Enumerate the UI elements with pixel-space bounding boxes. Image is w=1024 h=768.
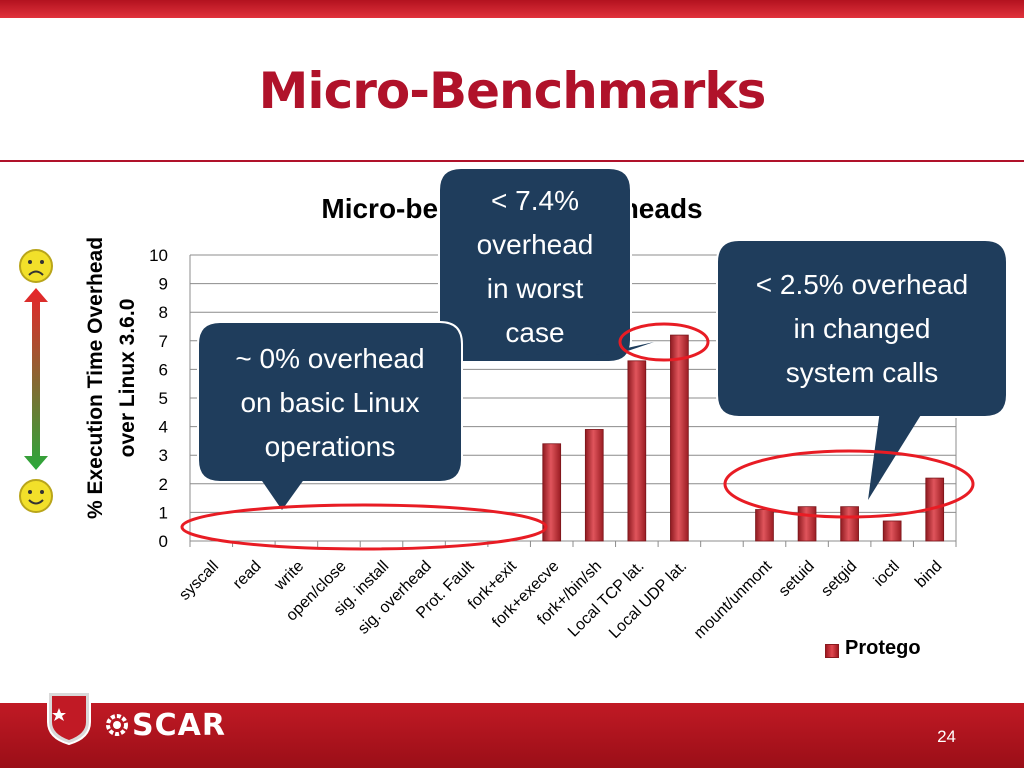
callout-basic-ops-text-line: on basic Linux bbox=[240, 387, 419, 418]
callout-worst-case-text-line: case bbox=[505, 317, 564, 348]
bar bbox=[670, 334, 689, 542]
callout-worst-case-text-line: in worst bbox=[487, 273, 584, 304]
sad-face-icon bbox=[19, 249, 53, 283]
callout-changed-calls-box bbox=[716, 239, 1008, 418]
x-tick-label: ioctl bbox=[871, 558, 903, 590]
legend-swatch bbox=[825, 644, 839, 658]
callout-changed-calls: < 2.5% overhead in changed system calls bbox=[716, 239, 1008, 500]
y-tick-label: 2 bbox=[159, 475, 168, 494]
callout-changed-calls-text-line: < 2.5% overhead bbox=[756, 269, 969, 300]
top-band bbox=[0, 0, 1024, 18]
x-tick-label: mount/unmont bbox=[691, 557, 776, 642]
callout-basic-ops: ~ 0% overhead on basic Linux operations bbox=[197, 321, 463, 510]
gear-logo-icon bbox=[106, 714, 128, 736]
bar bbox=[755, 509, 774, 542]
x-tick-label: Local TCP lat. bbox=[565, 558, 648, 641]
y-tick-label: 7 bbox=[159, 332, 168, 351]
bar bbox=[542, 443, 562, 542]
happy-face-icon bbox=[19, 479, 53, 513]
y-tick-label: 10 bbox=[149, 246, 168, 265]
callout-basic-ops-text-line: operations bbox=[265, 431, 396, 462]
x-tick-label: write bbox=[271, 558, 308, 595]
y-tick-label: 9 bbox=[159, 275, 168, 294]
y-tick-label: 0 bbox=[159, 532, 168, 551]
callout-basic-ops-text-line: ~ 0% overhead bbox=[235, 343, 424, 374]
highlight-changed-calls bbox=[723, 449, 975, 519]
x-tick-label: setuid bbox=[776, 558, 818, 600]
y-tick-label: 3 bbox=[159, 446, 168, 465]
legend-series-name: Protego bbox=[845, 637, 921, 659]
highlight-basic-ops bbox=[180, 503, 548, 551]
bottom-band bbox=[0, 703, 1024, 768]
x-tick-label: syscall bbox=[176, 558, 222, 604]
bar bbox=[584, 429, 604, 542]
x-tick-label: bind bbox=[912, 558, 945, 591]
callout-changed-calls-text-line: system calls bbox=[786, 357, 938, 388]
callout-changed-calls-text-line: in changed bbox=[793, 313, 930, 344]
callout-worst-case-text-line: < 7.4% bbox=[491, 185, 579, 216]
bar bbox=[840, 506, 859, 542]
legend-label: Protego bbox=[823, 637, 921, 660]
bar bbox=[797, 506, 817, 542]
callout-changed-calls-tail bbox=[868, 410, 924, 500]
title-rule bbox=[0, 160, 1024, 162]
slide-title: Micro-Benchmarks bbox=[258, 62, 767, 120]
callout-basic-ops-box bbox=[197, 321, 463, 483]
y-axis-label-line2: over Linux 3.6.0 bbox=[116, 299, 139, 458]
y-tick-label: 6 bbox=[159, 360, 168, 379]
y-tick-label: 1 bbox=[159, 503, 168, 522]
x-tick-label: setgid bbox=[818, 558, 860, 600]
y-tick-label: 5 bbox=[159, 389, 168, 408]
shield-logo-icon bbox=[47, 691, 91, 746]
callout-worst-case-box bbox=[438, 167, 632, 363]
page-number: 24 bbox=[937, 727, 956, 746]
x-tick-label: read bbox=[230, 558, 265, 593]
callout-worst-case-text-line: overhead bbox=[477, 229, 594, 260]
bar bbox=[627, 360, 647, 542]
callout-worst-case-tail bbox=[596, 342, 654, 355]
x-tick-label: Local UDP lat. bbox=[606, 558, 690, 642]
callout-worst-case: < 7.4% overhead in worst case bbox=[438, 167, 654, 363]
double-arrow-icon bbox=[24, 288, 48, 470]
y-axis-label: % Execution Time Overhead bbox=[84, 237, 107, 519]
logo-text: SCAR bbox=[132, 708, 226, 743]
bar bbox=[882, 520, 902, 542]
highlight-worst-case bbox=[618, 322, 710, 362]
y-tick-label: 8 bbox=[159, 303, 168, 322]
y-tick-label: 4 bbox=[159, 418, 168, 437]
callout-basic-ops-tail bbox=[260, 478, 305, 510]
